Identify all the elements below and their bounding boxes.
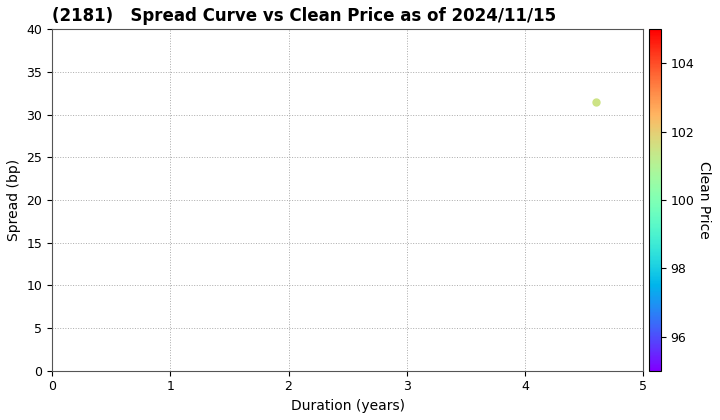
- Point: [590, 98, 602, 105]
- Y-axis label: Clean Price: Clean Price: [697, 161, 711, 239]
- Text: (2181)   Spread Curve vs Clean Price as of 2024/11/15: (2181) Spread Curve vs Clean Price as of…: [52, 7, 557, 25]
- Y-axis label: Spread (bp): Spread (bp): [7, 159, 21, 241]
- X-axis label: Duration (years): Duration (years): [291, 399, 405, 413]
